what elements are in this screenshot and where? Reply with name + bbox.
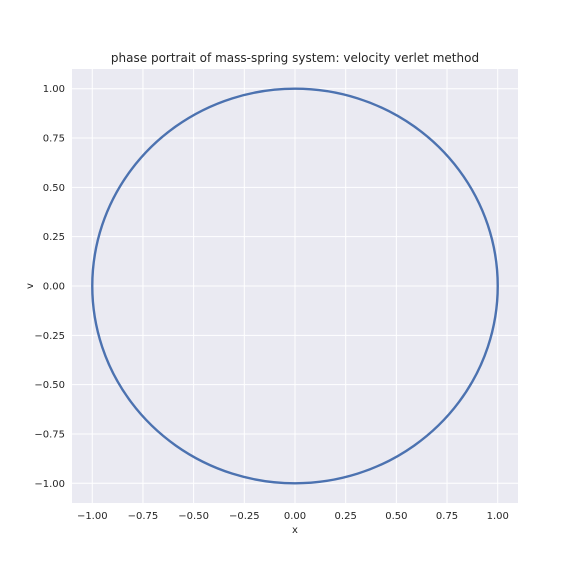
y-tick-label: 1.00 <box>43 84 65 95</box>
x-tick-label: −0.25 <box>229 511 260 522</box>
x-tick-labels: −1.00 −0.75 −0.50 −0.25 0.00 0.25 0.50 0.75 1.00 <box>77 511 509 522</box>
series-line-phase-curve <box>91 87 499 485</box>
y-tick-label: 0.75 <box>43 134 65 145</box>
y-axis-label: v <box>25 283 36 289</box>
x-axis-label: x <box>292 525 298 536</box>
y-tick-label: −0.50 <box>34 380 65 391</box>
x-tick-label: 0.25 <box>335 511 357 522</box>
y-tick-label: 0.25 <box>43 232 65 243</box>
x-tick-label: 1.00 <box>487 511 509 522</box>
x-tick-label: −0.50 <box>178 511 209 522</box>
chart-title: phase portrait of mass-spring system: ve… <box>111 51 479 65</box>
x-tick-label: 0.00 <box>284 511 306 522</box>
x-tick-label: 0.50 <box>385 511 407 522</box>
y-tick-label: −0.75 <box>34 429 65 440</box>
y-tick-label: 0.00 <box>43 282 65 293</box>
x-tick-label: −0.75 <box>128 511 159 522</box>
y-tick-label: −1.00 <box>34 479 65 490</box>
y-tick-labels: −1.00 −0.75 −0.50 −0.25 0.00 0.25 0.50 0.75 1.00 <box>34 84 65 490</box>
x-tick-label: −1.00 <box>77 511 108 522</box>
x-tick-label: 0.75 <box>436 511 458 522</box>
y-tick-label: 0.50 <box>43 183 65 194</box>
y-tick-label: −0.25 <box>34 331 65 342</box>
